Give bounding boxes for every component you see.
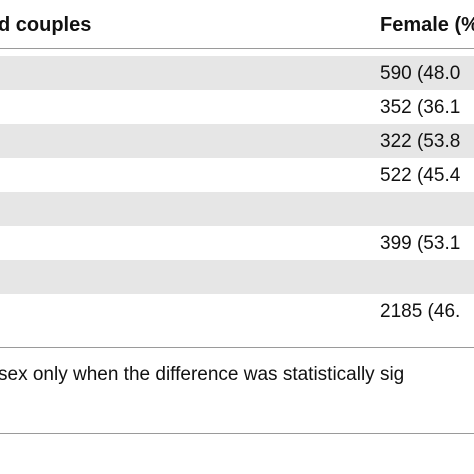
header-divider <box>0 48 474 49</box>
table-row: 2185 (46. <box>0 294 474 328</box>
table-row: 590 (48.0 <box>0 56 474 90</box>
female-value: 322 (53.8 <box>380 131 461 152</box>
table-row: 322 (53.8 <box>0 124 474 158</box>
table-row: 352 (36.1 <box>0 90 474 124</box>
female-value: 522 (45.4 <box>380 165 461 186</box>
female-value: 590 (48.0 <box>380 63 461 84</box>
table-footnote: sex only when the difference was statist… <box>0 364 405 385</box>
female-value: 352 (36.1 <box>380 97 461 118</box>
table-row: 399 (53.1 <box>0 226 474 260</box>
table-bottom-divider <box>0 347 474 348</box>
female-value: 2185 (46. <box>380 301 461 322</box>
header-couples: d couples <box>0 14 92 36</box>
table-row: 522 (45.4 <box>0 158 474 192</box>
female-value: 399 (53.1 <box>380 233 461 254</box>
header-female: Female (% <box>380 14 474 36</box>
footer-divider <box>0 433 474 434</box>
table-header-row: d couples Female (% <box>0 0 474 48</box>
table-row <box>0 192 474 226</box>
table-row <box>0 260 474 294</box>
